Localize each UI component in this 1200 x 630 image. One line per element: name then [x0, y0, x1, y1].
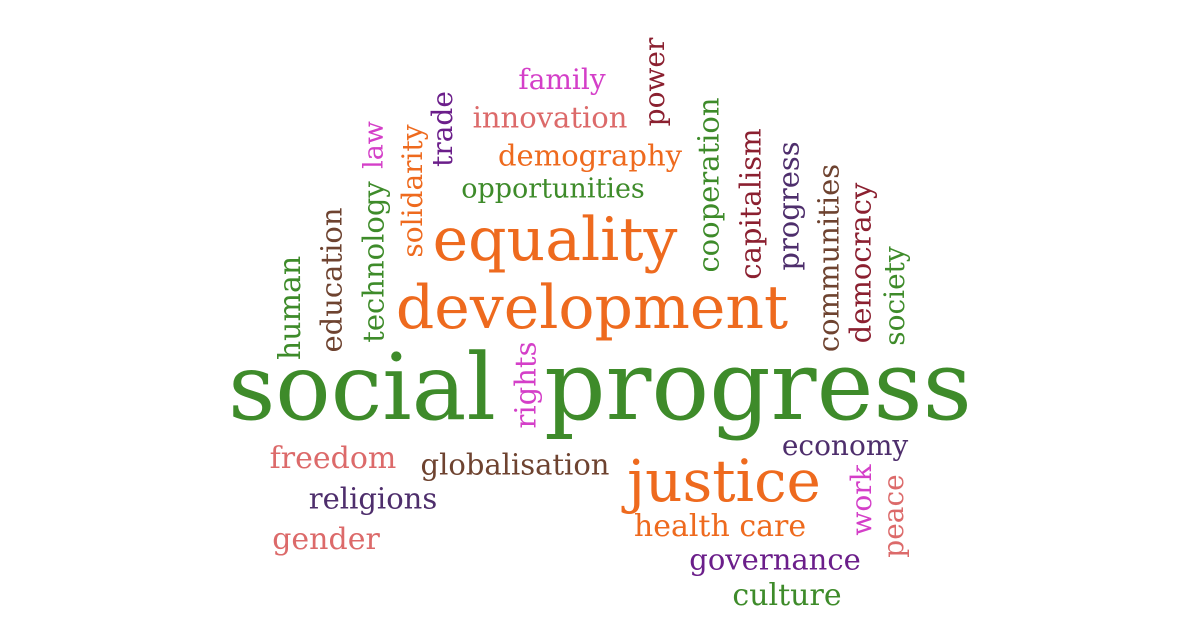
word-demography: demography: [497, 138, 683, 173]
word-human: human: [273, 255, 308, 361]
word-progress-small: progress: [771, 141, 806, 271]
word-progress-main: progress: [544, 330, 972, 442]
word-cooperation: cooperation: [691, 97, 726, 273]
word-solidarity: solidarity: [396, 124, 429, 258]
word-equality: equality: [432, 205, 678, 275]
word-freedom: freedom: [269, 441, 397, 476]
word-power: power: [638, 37, 671, 127]
word-trade: trade: [426, 91, 459, 167]
word-law: law: [358, 121, 390, 169]
word-technology: technology: [356, 181, 391, 343]
word-social: social: [228, 334, 496, 441]
word-innovation: innovation: [472, 100, 628, 135]
word-democracy: democracy: [843, 182, 878, 344]
word-peace: peace: [877, 474, 910, 558]
word-development: development: [395, 273, 789, 343]
word-gender: gender: [272, 522, 380, 557]
word-globalisation: globalisation: [420, 447, 610, 482]
word-work: work: [845, 464, 878, 536]
word-education: education: [314, 207, 349, 353]
word-capitalism: capitalism: [733, 128, 768, 280]
word-religions: religions: [308, 481, 438, 516]
word-communities: communities: [811, 163, 846, 353]
word-opportunities: opportunities: [461, 173, 645, 205]
word-family: family: [518, 63, 606, 96]
word-health-care: health care: [633, 509, 807, 544]
word-justice: justice: [627, 447, 821, 515]
word-society: society: [878, 246, 911, 346]
word-governance: governance: [689, 542, 861, 577]
word-economy: economy: [781, 429, 909, 462]
word-culture: culture: [732, 578, 842, 613]
word-rights: rights: [508, 341, 543, 429]
